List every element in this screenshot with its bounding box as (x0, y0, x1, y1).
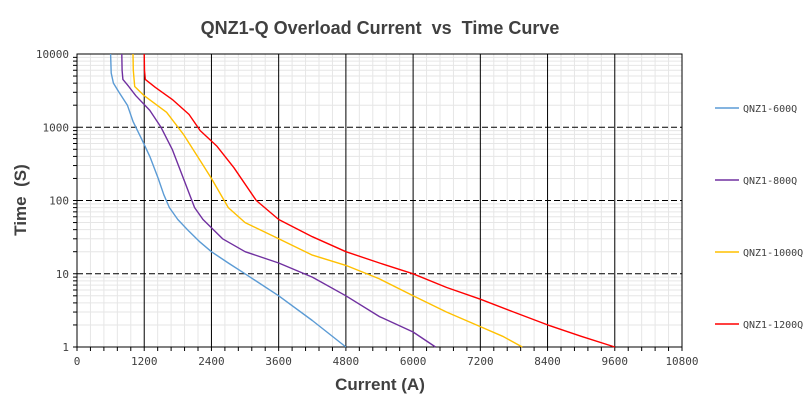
series-line-qnz1-1000q (132, 53, 523, 348)
x-tick-label: 4800 (333, 355, 360, 368)
legend-label-qnz1-1000q: QNZ1-1000Q (743, 248, 803, 259)
chart-title: QNZ1-Q Overload Current vs Time Curve (200, 18, 560, 38)
legend-label-qnz1-600q: QNZ1-600Q (743, 104, 797, 115)
x-tick-label: 3600 (265, 355, 292, 368)
y-tick-label: 100 (49, 195, 69, 208)
x-tick-label: 8400 (534, 355, 561, 368)
x-tick-label: 1200 (131, 355, 158, 368)
series-line-qnz1-1200q (143, 53, 616, 348)
series-line-qnz1-800q (121, 53, 436, 348)
y-tick-label: 1000 (43, 121, 70, 134)
x-tick-label: 9600 (602, 355, 629, 368)
x-axis-label: Current (A) (335, 375, 425, 394)
y-tick-label: 10000 (36, 48, 69, 61)
y-tick-label: 10 (56, 268, 69, 281)
x-tick-label: 10800 (665, 355, 698, 368)
x-tick-label: 6000 (400, 355, 427, 368)
x-tick-label: 0 (74, 355, 81, 368)
legend-label-qnz1-800q: QNZ1-800Q (743, 176, 797, 187)
legend-label-qnz1-1200q: QNZ1-1200Q (743, 320, 803, 331)
series-line-qnz1-600q (109, 53, 347, 348)
x-tick-label: 7200 (467, 355, 494, 368)
y-tick-label: 1 (62, 341, 69, 354)
x-tick-label: 2400 (198, 355, 225, 368)
